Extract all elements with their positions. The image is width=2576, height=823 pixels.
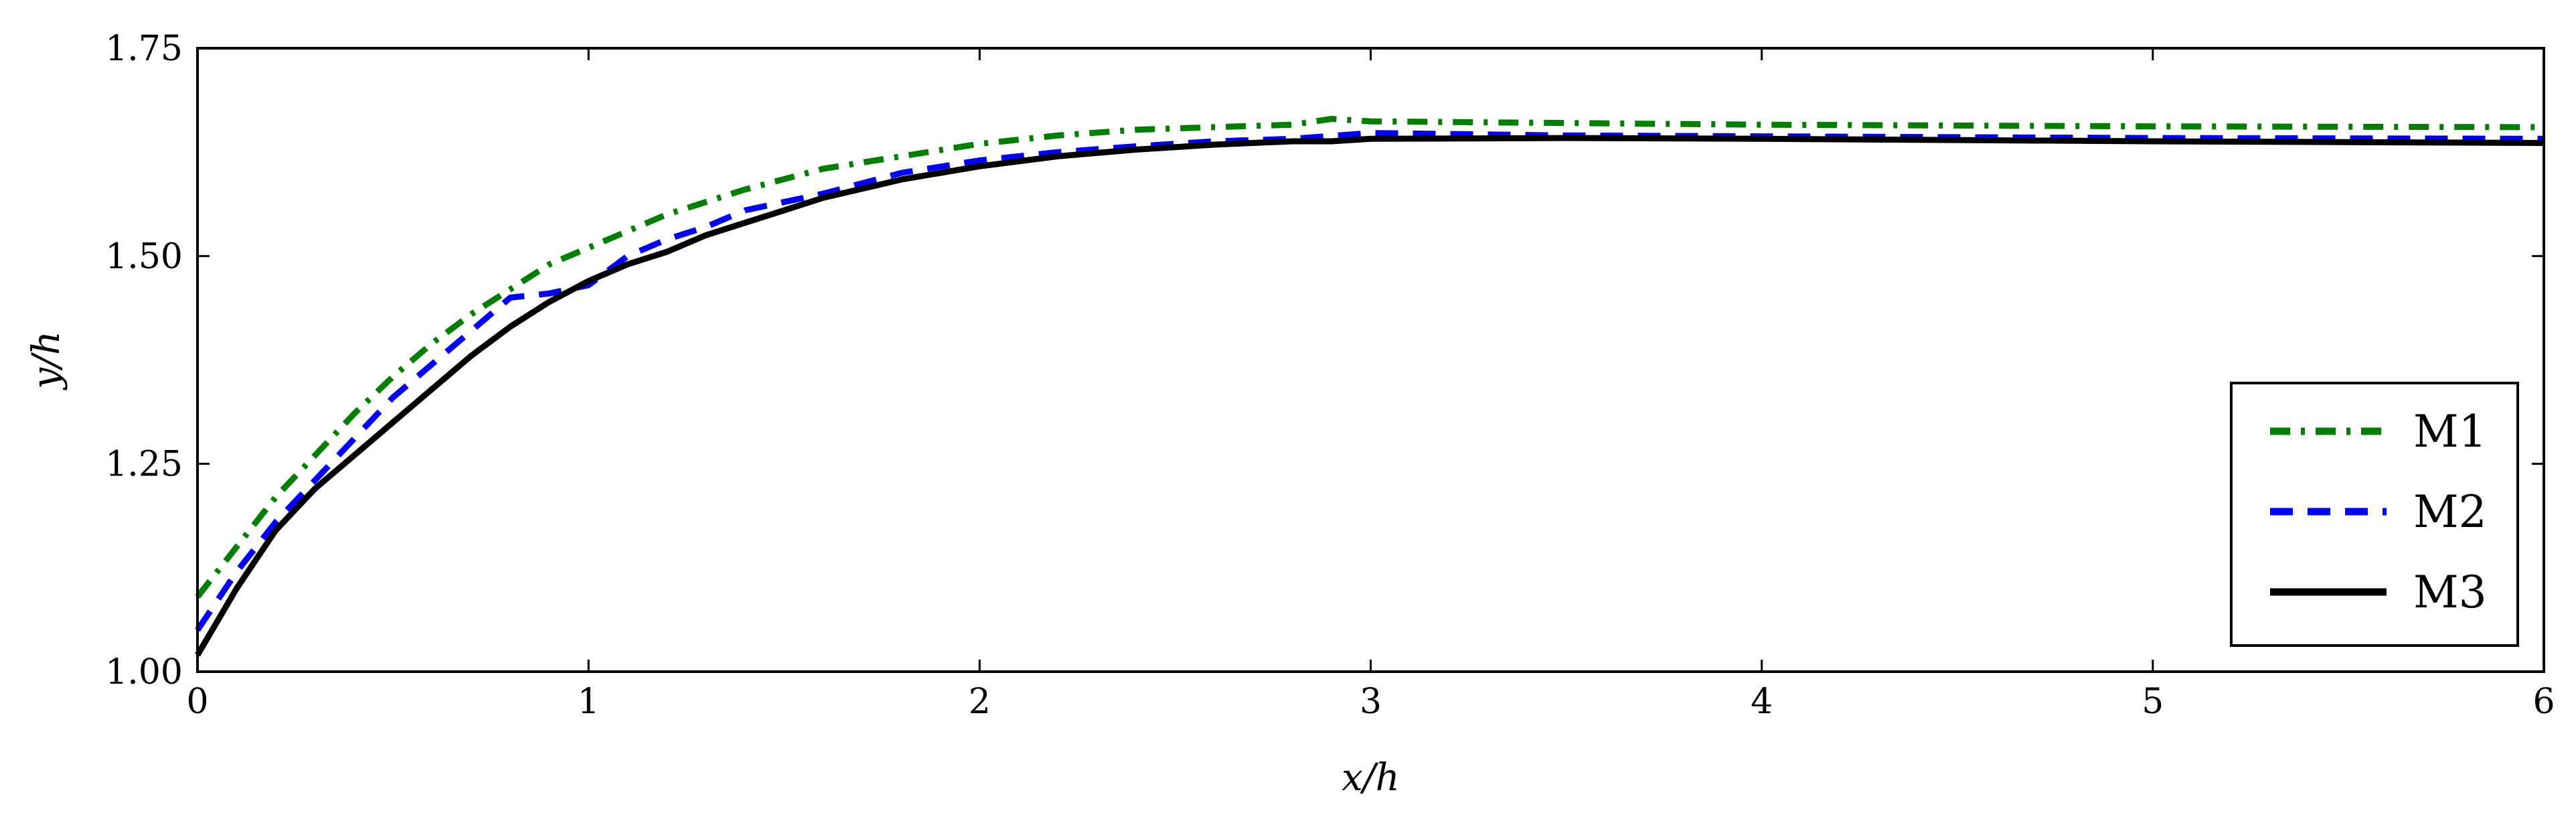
x-tick-label: 3: [1360, 682, 1382, 722]
series-line-m3: [195, 135, 2545, 657]
series-line-m2: [195, 130, 2545, 632]
y-tick-label: 1.25: [105, 445, 183, 485]
ticks-layer: 0 1 2 3 4 5 6 1.00 1.25 1.50 1.75: [105, 29, 2555, 722]
x-tick-label: 4: [1751, 682, 1773, 722]
y-tick-label: 1.00: [105, 652, 183, 692]
legend-label-m3: M3: [2413, 567, 2487, 618]
x-axis-label: x/h: [1342, 756, 1400, 800]
x-tick-label: 6: [2532, 682, 2555, 722]
x-tick-label: 1: [578, 682, 600, 722]
y-tick-label: 1.75: [105, 29, 183, 69]
x-tick-label: 0: [186, 682, 208, 722]
legend-label-m2: M2: [2413, 486, 2487, 538]
x-tick-label: 5: [2142, 682, 2164, 722]
y-axis-label: y/h: [25, 331, 68, 391]
legend: M1 M2 M3: [2230, 382, 2519, 647]
series-layer: [195, 116, 2545, 657]
legend-label-m1: M1: [2413, 406, 2487, 457]
y-tick-label: 1.50: [105, 236, 183, 277]
series-line-m1: [195, 116, 2545, 599]
x-tick-label: 2: [969, 682, 991, 722]
